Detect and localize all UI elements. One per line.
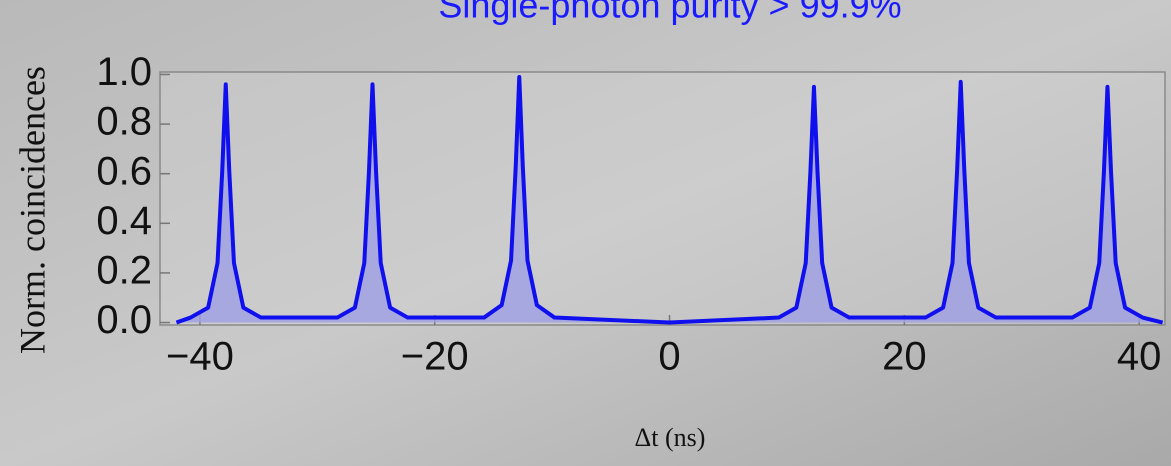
y-tick-label: 0.8	[96, 100, 152, 144]
x-tick-label: −40	[166, 335, 234, 379]
y-tick-label: 0.2	[96, 248, 152, 292]
x-tick-label: 20	[882, 335, 927, 379]
y-tick-label: 1.0	[96, 50, 152, 94]
y-tick-label: 0.4	[96, 199, 152, 243]
x-axis-label: Δt (ns)	[635, 423, 706, 452]
x-tick-label: 40	[1117, 335, 1162, 379]
x-tick-label: −20	[401, 335, 469, 379]
plot-frame	[159, 71, 1166, 326]
x-tick-label: 0	[658, 335, 680, 379]
y-tick-label: 0.0	[96, 298, 152, 342]
y-tick-label: 0.6	[96, 149, 152, 193]
line	[175, 74, 1164, 325]
chart-title: Single-photon purity > 99.9%	[438, 0, 901, 26]
y-axis-label: Norm. coincidences	[12, 66, 52, 354]
